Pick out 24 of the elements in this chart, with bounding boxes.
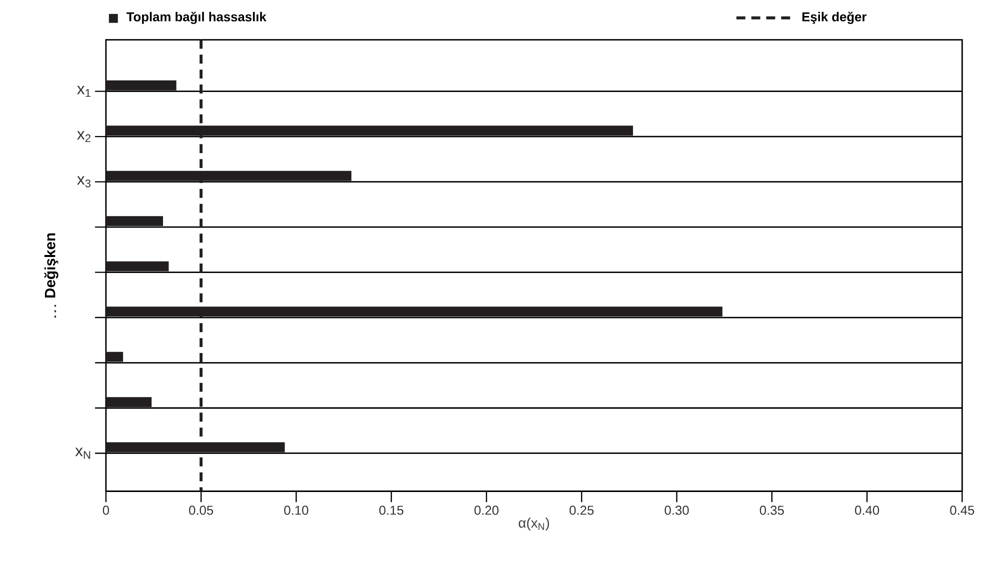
- bar: [106, 216, 164, 226]
- x-tick-label: 0.40: [854, 506, 880, 515]
- bar: [106, 80, 176, 90]
- x-tick-label: 0.45: [950, 506, 974, 515]
- x-tick-label: 0.20: [474, 506, 499, 515]
- bar: [106, 397, 152, 408]
- y-tick-label: x$_{N}$: [75, 448, 90, 459]
- text: ⋮: [54, 304, 56, 318]
- x-tick-label: 0.15: [379, 506, 404, 515]
- legend-label: Toplam bağıl hassaslık: [126, 12, 266, 24]
- y-tick-label: x$_{2}$: [77, 131, 90, 142]
- y-tick-label: x$_{3}$: [77, 176, 91, 188]
- x-axis-title: α(x$_{N}$): [518, 518, 550, 531]
- bar: [106, 261, 169, 272]
- legend-label: Eşik değer: [802, 12, 866, 24]
- bar: [106, 352, 124, 362]
- x-tick-label: 0.30: [664, 506, 689, 515]
- x-tick-label: 0.10: [284, 506, 308, 515]
- x-tick-label: 0.05: [189, 506, 214, 515]
- x-tick-label: 0: [102, 506, 110, 515]
- y-axis-title: Değişken: [44, 234, 58, 298]
- y-tick-label: x$_{1}$: [77, 86, 90, 97]
- x-tick-label: 0.35: [760, 506, 784, 515]
- x-tick-label: 0.25: [570, 506, 594, 515]
